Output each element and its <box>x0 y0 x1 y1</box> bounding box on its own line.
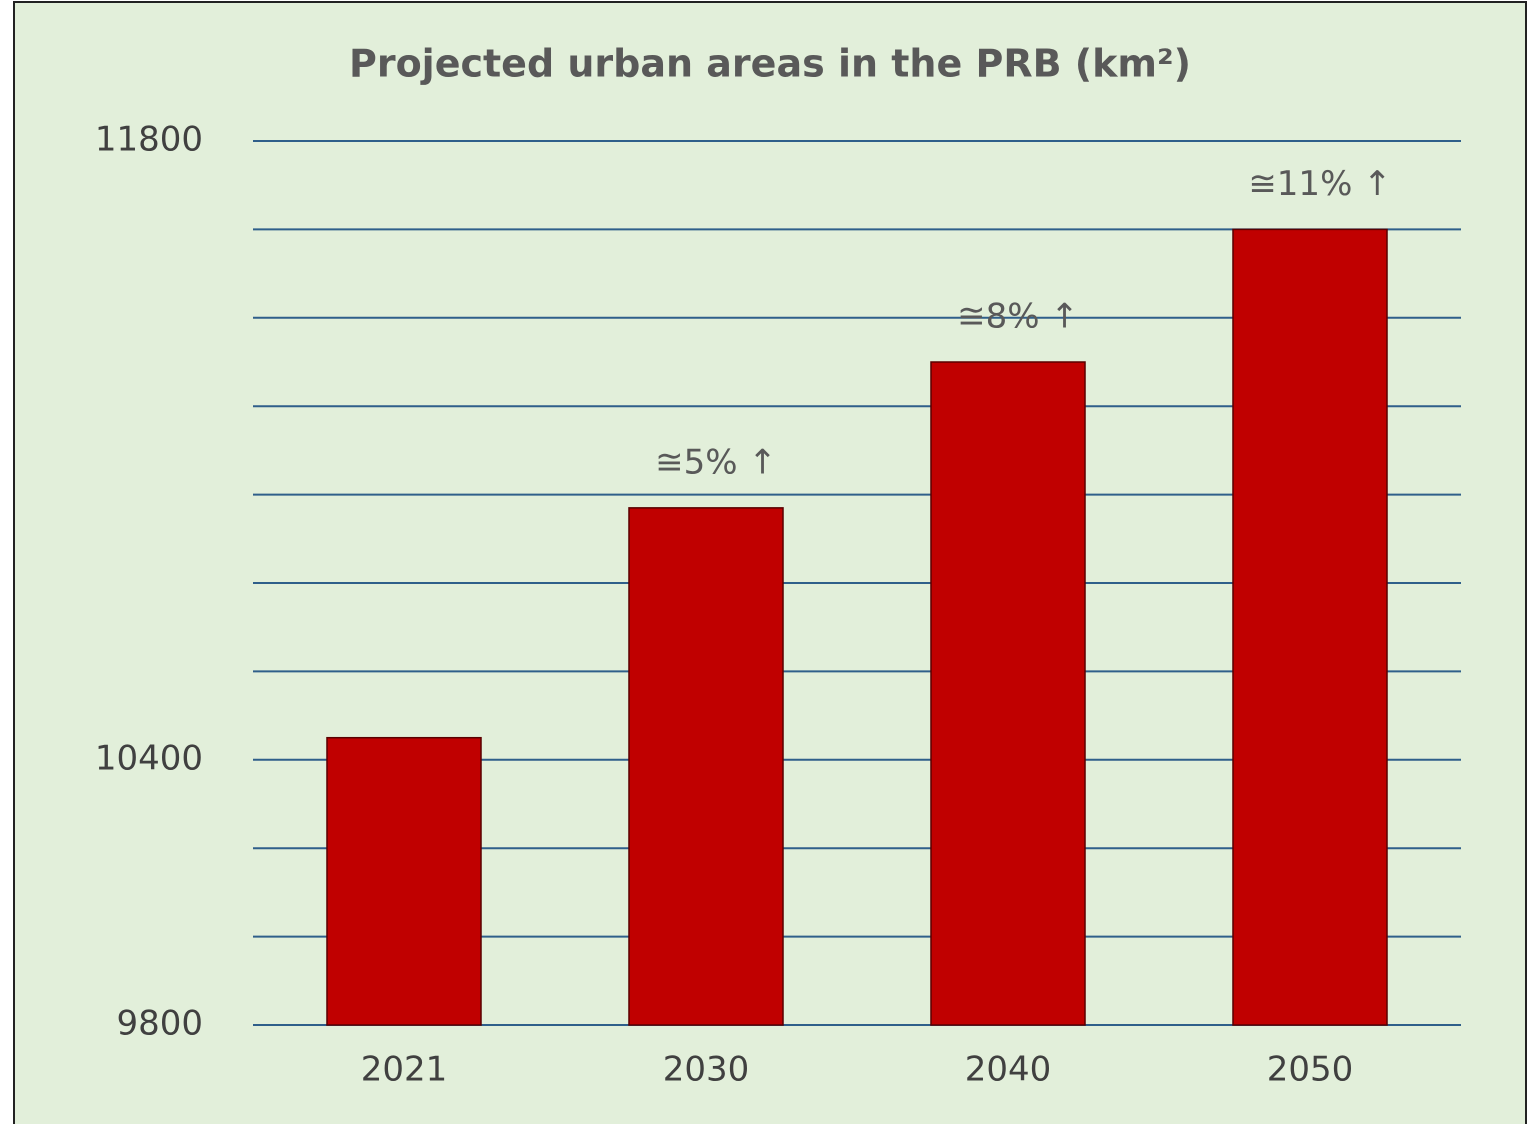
x-tick-label: 2021 <box>361 1050 448 1090</box>
y-tick-label: 9800 <box>116 1004 203 1044</box>
y-tick-label: 10400 <box>95 738 203 778</box>
value-label: ≅11% ↑ <box>1248 164 1391 204</box>
y-tick-label: 11800 <box>95 120 203 160</box>
x-tick-label: 2050 <box>1267 1050 1354 1090</box>
value-label: ≅8% ↑ <box>957 297 1079 337</box>
bar <box>628 507 784 1026</box>
chart-title: Projected urban areas in the PRB (km²) <box>349 42 1191 86</box>
bar <box>1232 228 1388 1026</box>
value-label: ≅5% ↑ <box>655 442 777 482</box>
x-tick-label: 2030 <box>663 1050 750 1090</box>
x-tick-label: 2040 <box>965 1050 1052 1090</box>
bar <box>326 736 482 1026</box>
bar <box>930 361 1086 1026</box>
